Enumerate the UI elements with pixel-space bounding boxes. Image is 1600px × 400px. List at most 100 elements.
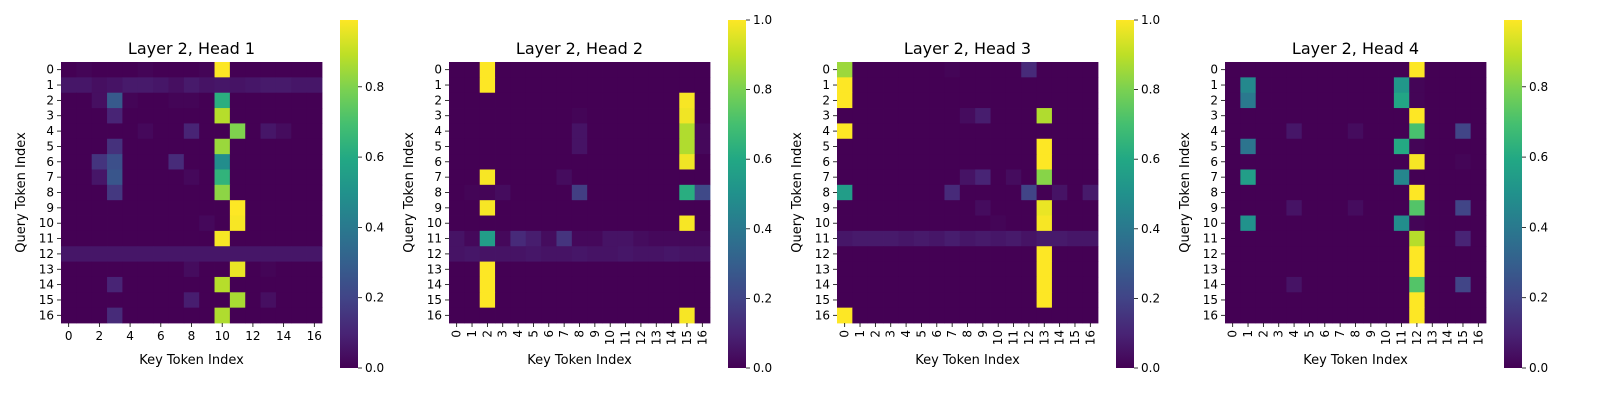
colorbar-tick-label: 0.8 [753, 83, 772, 97]
heatmap-cell [306, 92, 323, 109]
heatmap-cell [229, 307, 246, 324]
heatmap-cell [852, 123, 869, 140]
heatmap-cell [602, 307, 619, 324]
heatmap-cell [1051, 230, 1068, 247]
heatmap-cell [1393, 261, 1410, 278]
heatmap-cell [245, 184, 261, 201]
heatmap-cell [510, 108, 527, 124]
x-tick-label: 7 [557, 330, 571, 338]
heatmap-cell [245, 154, 261, 170]
heatmap-cell [1378, 246, 1395, 262]
heatmap-cell [1378, 200, 1395, 216]
heatmap-cell [229, 77, 246, 94]
y-tick-label: 11 [427, 232, 442, 246]
heatmap-cell [913, 77, 930, 94]
heatmap-cell [1036, 246, 1053, 262]
heatmap-cell [1455, 62, 1472, 78]
heatmap-cell [168, 138, 185, 155]
y-tick-label: 12 [427, 247, 442, 261]
heatmap-cell [1021, 215, 1037, 232]
heatmap-cell [1067, 138, 1084, 155]
heatmap-cell [1470, 108, 1487, 124]
heatmap-cell [1036, 169, 1053, 186]
heatmap-cell [91, 307, 108, 324]
heatmap-cells [837, 62, 1099, 324]
heatmap-cell [1409, 169, 1425, 186]
heatmap-cell [990, 62, 1007, 78]
heatmap-cell [1301, 184, 1318, 201]
heatmap-cell [1470, 292, 1487, 309]
heatmap-cell [944, 246, 961, 262]
y-tick-label: 7 [46, 170, 54, 184]
heatmap-cell [929, 230, 945, 247]
x-tick-label: 2 [480, 330, 494, 338]
heatmap-cell [663, 215, 680, 232]
heatmap-cell [1363, 123, 1379, 140]
heatmap-cell [260, 184, 277, 201]
heatmap-cell [694, 261, 711, 278]
heatmap-cell [898, 215, 915, 232]
heatmap-cell [913, 230, 930, 247]
heatmap-cell [291, 108, 308, 124]
heatmap-cell [1225, 169, 1241, 186]
heatmap-cell [1036, 215, 1053, 232]
heatmap-cell [229, 246, 246, 262]
y-tick-label: 9 [434, 201, 442, 215]
heatmap-cell [1455, 215, 1472, 232]
colorbar-tick-label: 0.0 [753, 361, 772, 375]
heatmap-cell [183, 215, 200, 232]
heatmap-cell [107, 307, 123, 324]
heatmap-cell [214, 246, 231, 262]
heatmap-cell [214, 108, 231, 124]
heatmap-cell [556, 261, 573, 278]
heatmap-cell [883, 276, 899, 293]
heatmap-cell [1332, 108, 1349, 124]
heatmap-cell [602, 230, 619, 247]
y-tick-label: 14 [39, 278, 54, 292]
heatmap-cell [1470, 62, 1487, 78]
heatmap-cell [1393, 62, 1410, 78]
heatmap-cell [944, 123, 961, 140]
heatmap-cell [214, 215, 231, 232]
heatmap-cell [1301, 138, 1318, 155]
heatmap-cell [168, 215, 185, 232]
heatmap-cell [1409, 276, 1425, 293]
heatmap-cell [1470, 77, 1487, 94]
heatmap-cell [1067, 169, 1084, 186]
heatmap-cell [975, 184, 991, 201]
heatmap-cell [1005, 123, 1022, 140]
heatmap-cell [602, 108, 619, 124]
heatmap-cell [1255, 138, 1272, 155]
heatmap-cell [199, 261, 215, 278]
heatmap-cell [525, 77, 542, 94]
heatmap-cell [229, 184, 246, 201]
heatmap-cell [1409, 230, 1425, 247]
heatmap-cell [1240, 200, 1257, 216]
x-tick-label: 16 [1471, 330, 1485, 345]
heatmap-cell [1286, 77, 1303, 94]
y-tick-label: 1 [1210, 78, 1218, 92]
heatmap-cell [679, 184, 696, 201]
heatmap-cell [76, 200, 93, 216]
heatmap-cell [525, 138, 542, 155]
panel-title: Layer 2, Head 1 [128, 39, 255, 58]
heatmap-cell [525, 276, 542, 293]
heatmap-cell [168, 169, 185, 186]
heatmap-cell [990, 123, 1007, 140]
x-tick-label: 12 [245, 329, 260, 343]
y-tick-label: 13 [427, 262, 442, 276]
heatmap-cell [1240, 77, 1257, 94]
heatmap-cell [1036, 276, 1053, 293]
heatmap-cell [1470, 307, 1487, 324]
heatmap-cell [76, 246, 93, 262]
heatmap-cell [694, 276, 711, 293]
heatmap-cell [1393, 108, 1410, 124]
heatmap-cell [525, 169, 542, 186]
heatmap-cell [107, 261, 123, 278]
heatmap-cell [107, 62, 123, 78]
heatmap-cell [663, 169, 680, 186]
heatmap-cell [91, 62, 108, 78]
heatmap-cell [76, 92, 93, 109]
heatmap-cell [571, 169, 588, 186]
heatmap-cell [479, 215, 496, 232]
